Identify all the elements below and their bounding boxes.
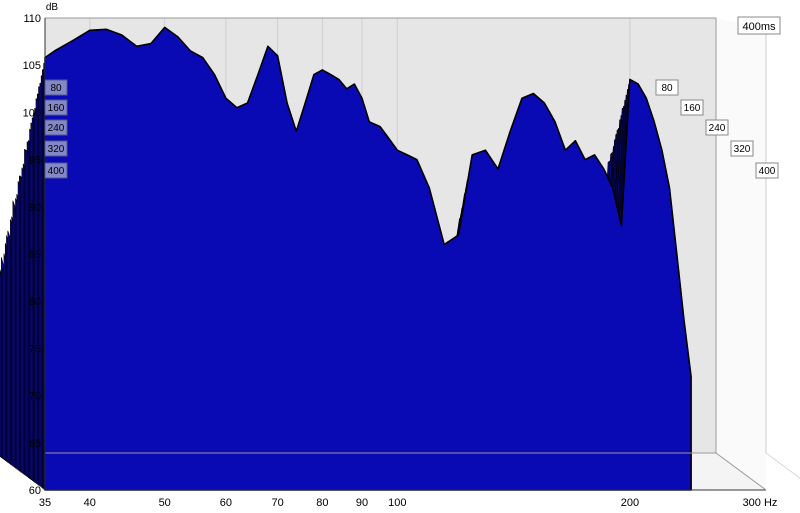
y-tick-label: 75 [29,343,41,355]
time-tick-label: 80 [50,83,62,94]
time-tick-right: 240 [705,119,729,136]
x-tick-label: 50 [159,497,171,509]
time-tick-label: 400 [759,166,776,177]
x-tick-label: 300 Hz [743,497,778,509]
time-tick-left: 80 [44,79,68,96]
time-tick-right: 80 [655,79,679,96]
x-tick-label: 100 [388,497,406,509]
y-tick-label: 105 [23,60,41,72]
time-tick-label: 240 [48,123,65,134]
y-tick-label: 70 [29,391,41,403]
time-tick-left: 320 [44,140,68,157]
y-tick-label: 100 [23,107,41,119]
y-tick-label: 85 [29,249,41,261]
y-axis-label: dB [46,2,59,13]
y-tick-label: 80 [29,296,41,308]
y-tick-label: 95 [29,155,41,167]
x-tick-label: 60 [220,497,232,509]
x-tick-label: 90 [356,497,368,509]
time-tick-left: 240 [44,119,68,136]
time-tick-label: 80 [661,83,673,94]
time-tick-label: 240 [709,123,726,134]
x-tick-label: 35 [39,497,51,509]
waterfall-slice [44,26,692,491]
side-wall [716,18,766,490]
time-tick-label: 400 [48,166,65,177]
time-tick-left: 160 [44,99,68,116]
time-tick-left: 400 [44,162,68,179]
x-tick-label: 40 [84,497,96,509]
waterfall-slices [0,26,692,491]
time-tick-label: 160 [48,103,65,114]
y-tick-label: 90 [29,202,41,214]
plot-frame [44,17,767,491]
axis-labels: dB 60 65 70 75 80 85 90 95 100 105 110 35 40 50 60 70 80… [23,2,778,509]
time-tick-label: 320 [734,144,751,155]
time-axis: 400ms 80 80 160 160 240 240 320 320 400 400 [44,16,781,179]
y-tick-label: 110 [23,13,41,25]
time-tick-right: 400 [755,162,779,179]
time-tick-right: 160 [680,99,704,116]
x-tick-label: 70 [271,497,283,509]
time-max-label: 400ms [742,21,776,33]
time-tick-label: 320 [48,144,65,155]
y-tick-label: 65 [29,438,41,450]
time-tick-label: 160 [684,103,701,114]
x-tick-label: 80 [316,497,328,509]
time-max-box: 400ms [737,16,781,35]
y-tick-label: 60 [29,485,41,497]
depth-axis-line [715,452,767,491]
x-tick-label: 200 [621,497,639,509]
floor-grid-line [765,452,800,479]
time-tick-right: 320 [730,140,754,157]
